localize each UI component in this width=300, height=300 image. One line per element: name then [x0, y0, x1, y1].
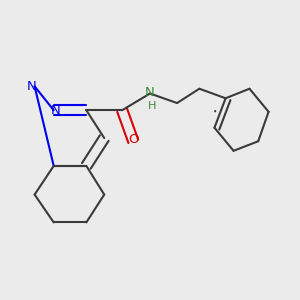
Text: H: H — [148, 101, 156, 111]
Text: N: N — [145, 86, 155, 99]
Text: N: N — [27, 80, 36, 93]
Text: N: N — [50, 104, 60, 117]
Text: O: O — [128, 133, 139, 146]
